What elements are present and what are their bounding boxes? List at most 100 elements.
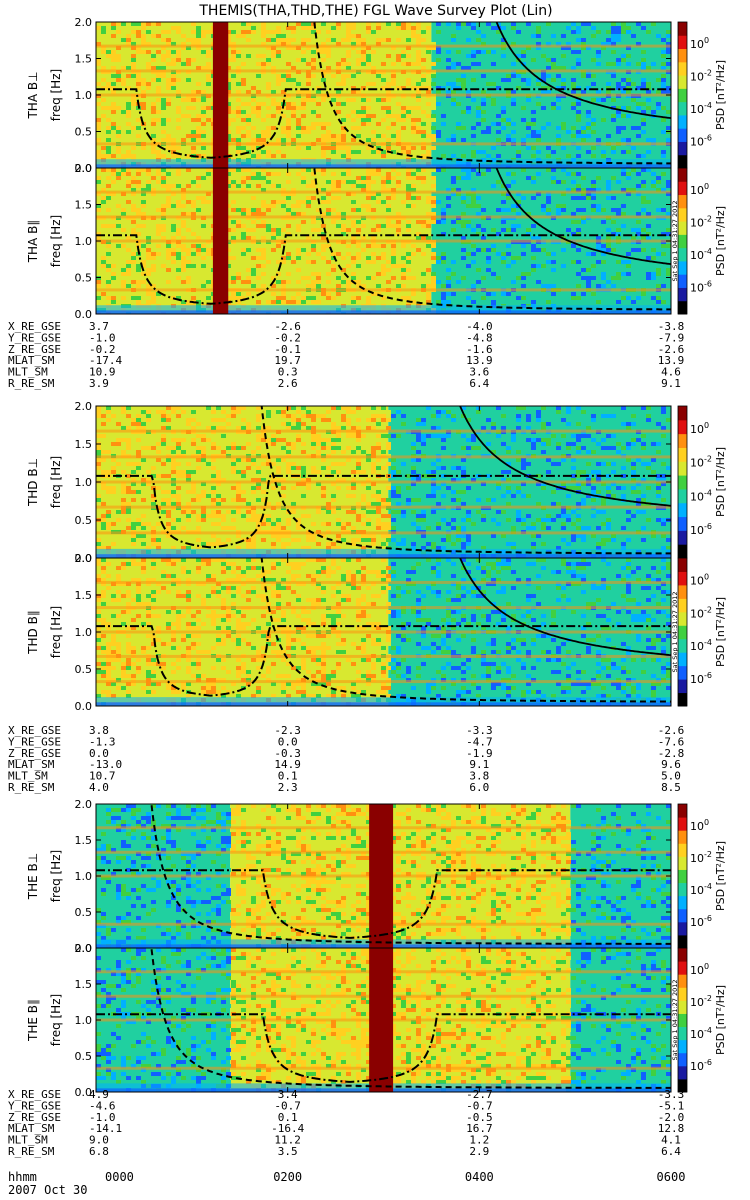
- spectral-cell: [346, 38, 351, 42]
- spectral-cell: [301, 228, 306, 232]
- spectral-cell: [246, 224, 251, 228]
- spectral-cell: [386, 180, 391, 184]
- spectral-cell: [476, 276, 481, 280]
- spectral-cell: [481, 34, 486, 38]
- spectral-cell: [536, 122, 541, 126]
- spectral-cell: [96, 458, 101, 462]
- spectral-cell: [466, 146, 471, 150]
- spectral-cell: [331, 98, 336, 102]
- spectral-cell: [411, 26, 416, 30]
- spectral-cell: [451, 34, 456, 38]
- spectral-cell: [166, 192, 171, 196]
- spectral-cell: [271, 224, 276, 228]
- spectral-cell: [126, 180, 131, 184]
- low-freq-band: [96, 164, 671, 168]
- spectral-cell: [616, 114, 621, 118]
- spectral-cell: [556, 102, 561, 106]
- spectral-cell: [431, 252, 436, 256]
- ephemeris-label: MLT_SM: [8, 366, 48, 379]
- spectral-cell: [391, 244, 396, 248]
- spectral-cell: [331, 208, 336, 212]
- spectral-cell: [476, 228, 481, 232]
- spectral-cell: [191, 264, 196, 268]
- spectral-cell: [281, 58, 286, 62]
- spectral-cell: [481, 244, 486, 248]
- spectral-cell: [476, 260, 481, 264]
- spectral-cell: [106, 526, 111, 530]
- spectral-cell: [361, 184, 366, 188]
- spectral-cell: [551, 260, 556, 264]
- spectral-cell: [186, 38, 191, 42]
- spectral-cell: [576, 200, 581, 204]
- spectral-cell: [431, 276, 436, 280]
- spectral-cell: [661, 232, 666, 236]
- spectral-cell: [561, 196, 566, 200]
- spectral-cell: [646, 90, 651, 94]
- spectral-cell: [421, 86, 426, 90]
- spectral-cell: [161, 118, 166, 122]
- spectral-cell: [126, 172, 131, 176]
- spectral-cell: [636, 228, 641, 232]
- spectral-cell: [416, 256, 421, 260]
- spectral-cell: [401, 118, 406, 122]
- spectral-cell: [121, 426, 126, 430]
- spectral-cell: [126, 192, 131, 196]
- spectral-cell: [311, 280, 316, 284]
- spectral-cell: [256, 114, 261, 118]
- spectral-cell: [116, 150, 121, 154]
- spectral-cell: [541, 264, 546, 268]
- ephemeris-value: -1.0: [89, 331, 116, 344]
- spectral-cell: [566, 284, 571, 288]
- spectral-cell: [381, 118, 386, 122]
- spectral-cell: [256, 134, 261, 138]
- spectral-cell: [301, 122, 306, 126]
- spectral-cell: [521, 232, 526, 236]
- spectral-cell: [396, 34, 401, 38]
- spectral-cell: [561, 284, 566, 288]
- spectral-cell: [466, 264, 471, 268]
- spectral-cell: [666, 126, 671, 130]
- spectral-cell: [516, 200, 521, 204]
- spectral-cell: [251, 244, 256, 248]
- spectral-cell: [196, 204, 201, 208]
- spectral-cell: [111, 154, 116, 158]
- spectral-cell: [366, 122, 371, 126]
- spectral-cell: [126, 244, 131, 248]
- spectral-cell: [176, 118, 181, 122]
- spectral-cell: [591, 264, 596, 268]
- spectral-cell: [431, 146, 436, 150]
- y-tick-label: 0.0: [75, 162, 93, 175]
- spectral-cell: [116, 78, 121, 82]
- spectral-cell: [96, 196, 101, 200]
- spectral-cell: [386, 220, 391, 224]
- spectral-cell: [431, 260, 436, 264]
- spectral-cell: [451, 138, 456, 142]
- spectral-cell: [371, 280, 376, 284]
- spectral-cell: [276, 22, 281, 26]
- spectral-cell: [271, 30, 276, 34]
- spectral-cell: [621, 264, 626, 268]
- spectral-cell: [521, 188, 526, 192]
- spectral-cell: [206, 292, 211, 296]
- spectral-cell: [581, 192, 586, 196]
- spectral-cell: [241, 134, 246, 138]
- spectral-cell: [116, 458, 121, 462]
- spectral-cell: [181, 30, 186, 34]
- spectral-cell: [96, 82, 101, 86]
- spectral-cell: [101, 442, 106, 446]
- spectral-cell: [666, 30, 671, 34]
- spectral-cell: [201, 224, 206, 228]
- spectral-cell: [666, 232, 671, 236]
- spectral-cell: [606, 42, 611, 46]
- spectral-cell: [431, 176, 436, 180]
- spectral-cell: [461, 176, 466, 180]
- spectral-cell: [311, 256, 316, 260]
- spectral-cell: [381, 154, 386, 158]
- spectral-cell: [316, 118, 321, 122]
- spectral-cell: [556, 86, 561, 90]
- spectral-cell: [576, 150, 581, 154]
- spectral-cell: [516, 260, 521, 264]
- spectral-cell: [536, 280, 541, 284]
- spectral-cell: [501, 176, 506, 180]
- spectral-cell: [136, 184, 141, 188]
